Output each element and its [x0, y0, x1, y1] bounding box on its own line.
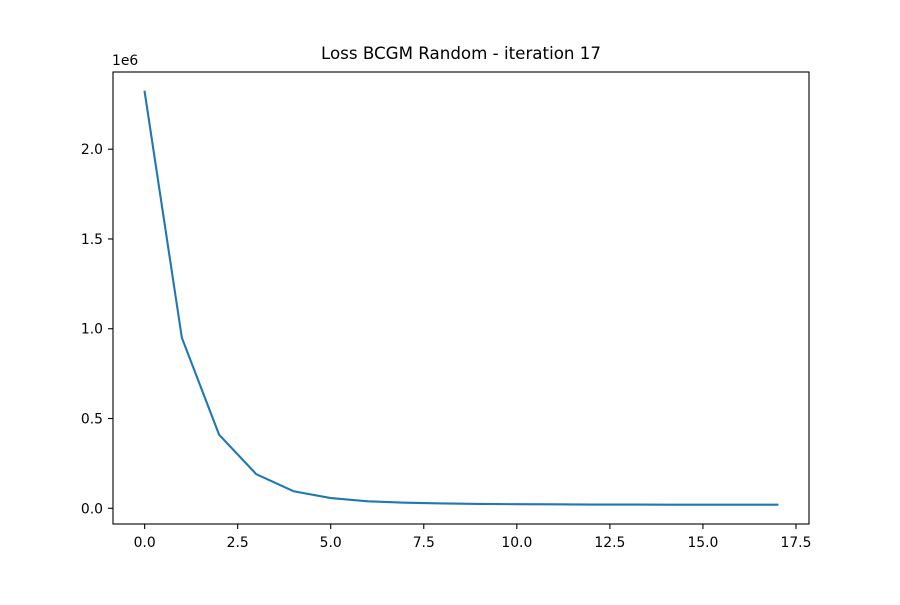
y-tick-label: 2.0 — [81, 142, 103, 158]
x-tick-label: 7.5 — [413, 535, 435, 551]
y-tick-label: 0.5 — [81, 412, 103, 428]
y-tick-label: 1.5 — [81, 232, 103, 248]
x-tick-label: 12.5 — [594, 535, 625, 551]
axes-frame — [112, 71, 810, 525]
x-tick-label: 5.0 — [320, 535, 342, 551]
y-tick-label: 1.0 — [81, 322, 103, 338]
x-tick-label: 10.0 — [501, 535, 532, 551]
y-axis-offset-label: 1e6 — [112, 53, 138, 69]
series-line-0 — [143, 90, 779, 506]
x-tick-label: 17.5 — [781, 535, 812, 551]
x-tick-label: 15.0 — [687, 535, 718, 551]
x-tick-label: 2.5 — [227, 535, 249, 551]
chart-title: Loss BCGM Random - iteration 17 — [321, 43, 601, 63]
plot-area: 0.0 2.5 5.0 7.5 10.0 12.5 15.0 17.5 0.0 0.5 1.0 1.5… — [81, 71, 812, 551]
x-tick-label: 0.0 — [134, 535, 156, 551]
y-tick-label: 0.0 — [81, 501, 103, 517]
